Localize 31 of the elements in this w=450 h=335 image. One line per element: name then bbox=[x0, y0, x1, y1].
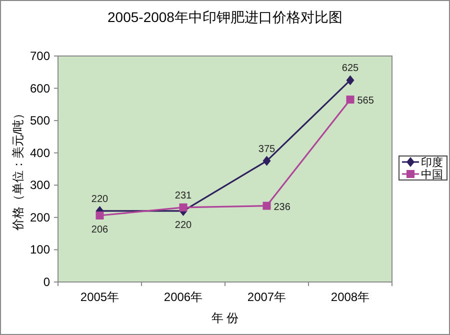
legend-label: 印度 bbox=[421, 156, 443, 169]
data-label: 565 bbox=[357, 96, 374, 107]
x-tick-label: 2007年 bbox=[247, 290, 286, 304]
data-label: 375 bbox=[258, 144, 276, 155]
point bbox=[179, 203, 188, 212]
point bbox=[346, 75, 354, 86]
data-label: 236 bbox=[274, 202, 291, 213]
y-tick-label: 100 bbox=[30, 242, 50, 257]
y-tick-label: 0 bbox=[43, 275, 50, 289]
point bbox=[262, 156, 271, 166]
point bbox=[262, 202, 271, 210]
y-tick-label: 500 bbox=[30, 114, 50, 128]
x-tick-label: 2008年 bbox=[330, 290, 370, 304]
data-label: 220 bbox=[174, 220, 192, 231]
data-label: 220 bbox=[91, 194, 109, 205]
x-tick-label: 2005年 bbox=[80, 290, 120, 304]
y-tick-label: 700 bbox=[30, 49, 50, 63]
legend-label: 中国 bbox=[421, 168, 443, 181]
x-axis-title: 年 份 bbox=[211, 311, 239, 325]
x-tick-label: 2006年 bbox=[164, 290, 203, 304]
data-label: 625 bbox=[342, 63, 360, 74]
y-tick-label: 300 bbox=[30, 178, 50, 192]
chart-title: 2005-2008年中印钾肥进口价格对比图 bbox=[108, 9, 342, 25]
y-tick-label: 400 bbox=[30, 146, 50, 160]
point bbox=[346, 96, 354, 104]
data-label: 231 bbox=[174, 190, 192, 202]
y-tick-label: 600 bbox=[30, 81, 50, 96]
y-tick-label: 200 bbox=[30, 210, 50, 224]
point bbox=[96, 211, 104, 220]
data-label: 206 bbox=[91, 224, 109, 236]
y-axis-title: 价格（单位：美元/吨） bbox=[11, 107, 25, 232]
